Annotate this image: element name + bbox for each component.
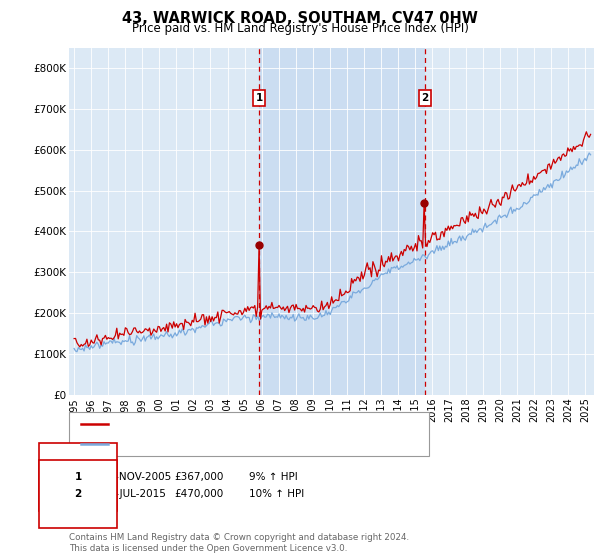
Text: Contains HM Land Registry data © Crown copyright and database right 2024.
This d: Contains HM Land Registry data © Crown c…	[69, 533, 409, 553]
Text: 04-NOV-2005: 04-NOV-2005	[102, 472, 171, 482]
Text: 27-JUL-2015: 27-JUL-2015	[102, 489, 166, 499]
Text: 10% ↑ HPI: 10% ↑ HPI	[249, 489, 304, 499]
Text: 1: 1	[74, 472, 82, 482]
Text: 2: 2	[74, 489, 82, 499]
Text: 2: 2	[421, 93, 428, 103]
Text: 1: 1	[256, 93, 263, 103]
Text: 9% ↑ HPI: 9% ↑ HPI	[249, 472, 298, 482]
Bar	[259, 48, 425, 395]
Text: HPI: Average price, detached house, Stratford-on-Avon: HPI: Average price, detached house, Stra…	[114, 439, 386, 449]
Text: £470,000: £470,000	[174, 489, 223, 499]
Text: Price paid vs. HM Land Registry's House Price Index (HPI): Price paid vs. HM Land Registry's House …	[131, 22, 469, 35]
Text: 43, WARWICK ROAD, SOUTHAM, CV47 0HW: 43, WARWICK ROAD, SOUTHAM, CV47 0HW	[122, 11, 478, 26]
Text: 43, WARWICK ROAD, SOUTHAM, CV47 0HW (detached house): 43, WARWICK ROAD, SOUTHAM, CV47 0HW (det…	[114, 419, 421, 429]
Text: £367,000: £367,000	[174, 472, 223, 482]
